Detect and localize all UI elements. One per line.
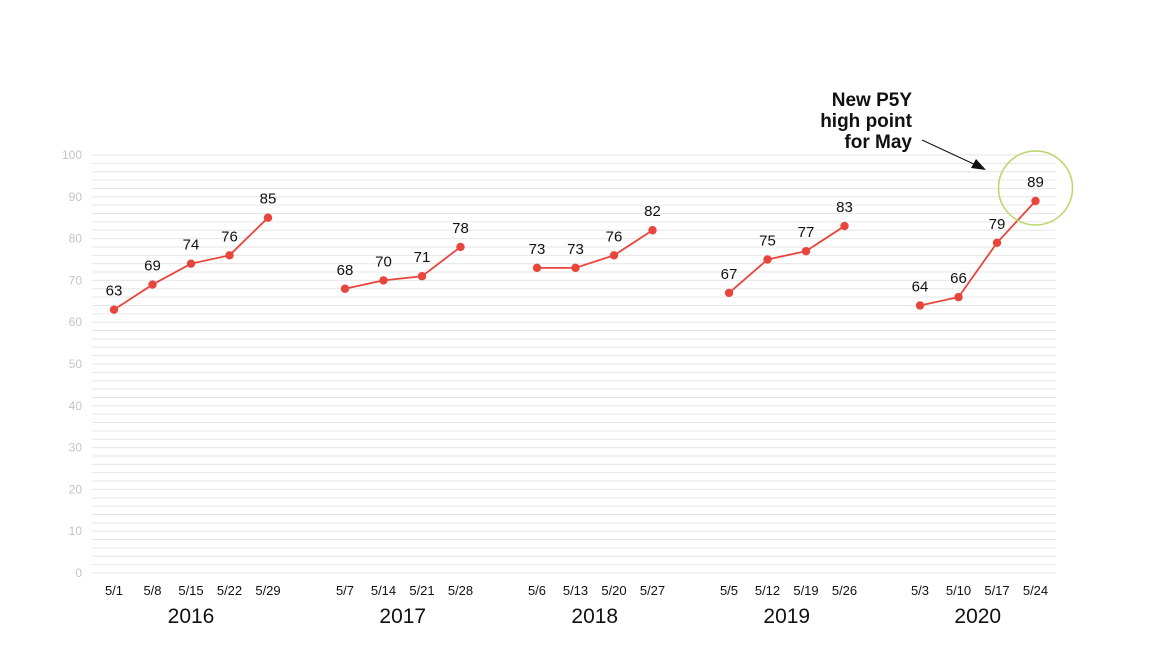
data-label: 79 xyxy=(989,216,1006,233)
y-tick-label: 10 xyxy=(69,524,83,538)
data-label: 68 xyxy=(337,262,354,279)
data-label: 85 xyxy=(260,191,277,208)
data-point xyxy=(992,238,1002,247)
x-tick-label: 5/13 xyxy=(563,583,588,598)
data-label: 77 xyxy=(798,224,815,241)
group-label-2017: 2017 xyxy=(379,605,426,628)
x-tick-label: 5/24 xyxy=(1023,583,1048,598)
x-tick-label: 5/14 xyxy=(371,583,396,598)
y-tick-label: 100 xyxy=(62,148,82,162)
annotation-line-2: high point xyxy=(820,111,912,132)
y-tick-label: 70 xyxy=(69,273,83,287)
x-tick-label: 5/6 xyxy=(528,583,546,598)
data-label: 73 xyxy=(529,241,546,258)
x-tick-label: 5/1 xyxy=(105,583,123,598)
x-tick-label: 5/7 xyxy=(336,583,354,598)
data-label: 69 xyxy=(144,258,161,275)
x-tick-label: 5/8 xyxy=(143,583,161,598)
data-label: 73 xyxy=(567,241,584,258)
annotation-line-3: for May xyxy=(844,132,912,153)
group-label-2016: 2016 xyxy=(168,605,215,628)
data-label: 66 xyxy=(950,270,967,287)
x-tick-label: 5/10 xyxy=(946,583,971,598)
data-point xyxy=(609,251,619,260)
data-label: 63 xyxy=(106,283,123,300)
group-label-2019: 2019 xyxy=(763,605,810,628)
data-point xyxy=(763,255,772,264)
data-point xyxy=(340,284,350,293)
data-label: 89 xyxy=(1027,174,1044,191)
y-tick-label: 60 xyxy=(69,315,83,329)
data-label: 67 xyxy=(721,266,738,283)
data-point xyxy=(263,213,273,222)
data-point xyxy=(225,251,234,260)
data-point xyxy=(915,301,925,310)
data-label: 83 xyxy=(836,199,853,216)
annotation-arrow xyxy=(921,139,979,167)
x-tick-label: 5/12 xyxy=(755,583,780,598)
data-point xyxy=(148,280,157,289)
x-axis-labels: 5/1 5/8 5/15 5/22 5/29 5/7 5/14 5/21 5/28 5/6 5/13… xyxy=(105,583,1048,598)
group-label-2020: 2020 xyxy=(954,605,1001,628)
grid-lines xyxy=(92,154,1056,574)
data-label: 64 xyxy=(912,278,929,295)
x-tick-label: 5/27 xyxy=(640,583,665,598)
series-line-2017 xyxy=(344,246,462,290)
x-tick-label: 5/20 xyxy=(601,583,626,598)
series-line-2020 xyxy=(919,200,1037,307)
x-tick-label: 5/28 xyxy=(448,583,473,598)
data-point xyxy=(648,226,657,235)
data-label: 71 xyxy=(414,249,431,266)
x-tick-label: 5/17 xyxy=(984,583,1009,598)
annotation-arrow-head xyxy=(971,159,986,170)
data-point xyxy=(1031,196,1040,206)
data-point xyxy=(417,272,427,281)
x-tick-label: 5/21 xyxy=(409,583,434,598)
x-tick-label: 5/26 xyxy=(832,583,857,598)
y-tick-label: 0 xyxy=(75,566,82,580)
data-point xyxy=(954,292,963,302)
x-tick-label: 5/29 xyxy=(255,583,280,598)
y-tick-label: 90 xyxy=(69,190,83,204)
y-tick-label: 30 xyxy=(69,441,83,455)
data-label: 82 xyxy=(644,203,661,220)
data-point xyxy=(801,246,811,256)
y-axis-ticks: 0 10 20 30 40 50 60 70 80 90 100 xyxy=(62,148,82,580)
data-point xyxy=(571,263,580,273)
data-point xyxy=(456,242,465,252)
annotation: New P5Y high point for May xyxy=(820,90,1074,226)
x-tick-label: 5/22 xyxy=(217,583,242,598)
data-label: 74 xyxy=(183,237,200,254)
data-label: 70 xyxy=(375,253,392,270)
highlight-circle xyxy=(997,150,1074,226)
data-label: 78 xyxy=(452,220,469,237)
series-line-2019 xyxy=(728,225,845,294)
x-tick-label: 5/19 xyxy=(793,583,818,598)
data-label: 75 xyxy=(759,233,776,250)
x-tick-label: 5/3 xyxy=(911,583,929,598)
data-points xyxy=(109,196,1040,314)
data-point xyxy=(724,288,734,298)
data-point xyxy=(109,305,119,314)
group-labels: 2016 2017 2018 2019 2020 xyxy=(168,605,1001,628)
data-label: 76 xyxy=(606,228,623,245)
annotation-line-1: New P5Y xyxy=(832,90,913,111)
y-tick-label: 50 xyxy=(69,357,83,371)
y-tick-label: 20 xyxy=(69,482,83,496)
y-tick-label: 40 xyxy=(69,399,83,413)
data-label: 76 xyxy=(221,228,238,245)
x-tick-label: 5/5 xyxy=(720,583,738,598)
y-tick-label: 80 xyxy=(69,232,83,246)
data-labels: 63 69 74 76 85 68 70 71 78 73 73 76 82 67 75 77 83 64 66 79… xyxy=(106,174,1044,300)
group-label-2018: 2018 xyxy=(571,605,618,628)
data-point xyxy=(186,259,196,268)
data-point xyxy=(379,276,388,285)
x-tick-label: 5/15 xyxy=(178,583,203,598)
series-line-2018 xyxy=(537,229,653,269)
data-point xyxy=(532,263,542,273)
data-point xyxy=(840,221,849,231)
